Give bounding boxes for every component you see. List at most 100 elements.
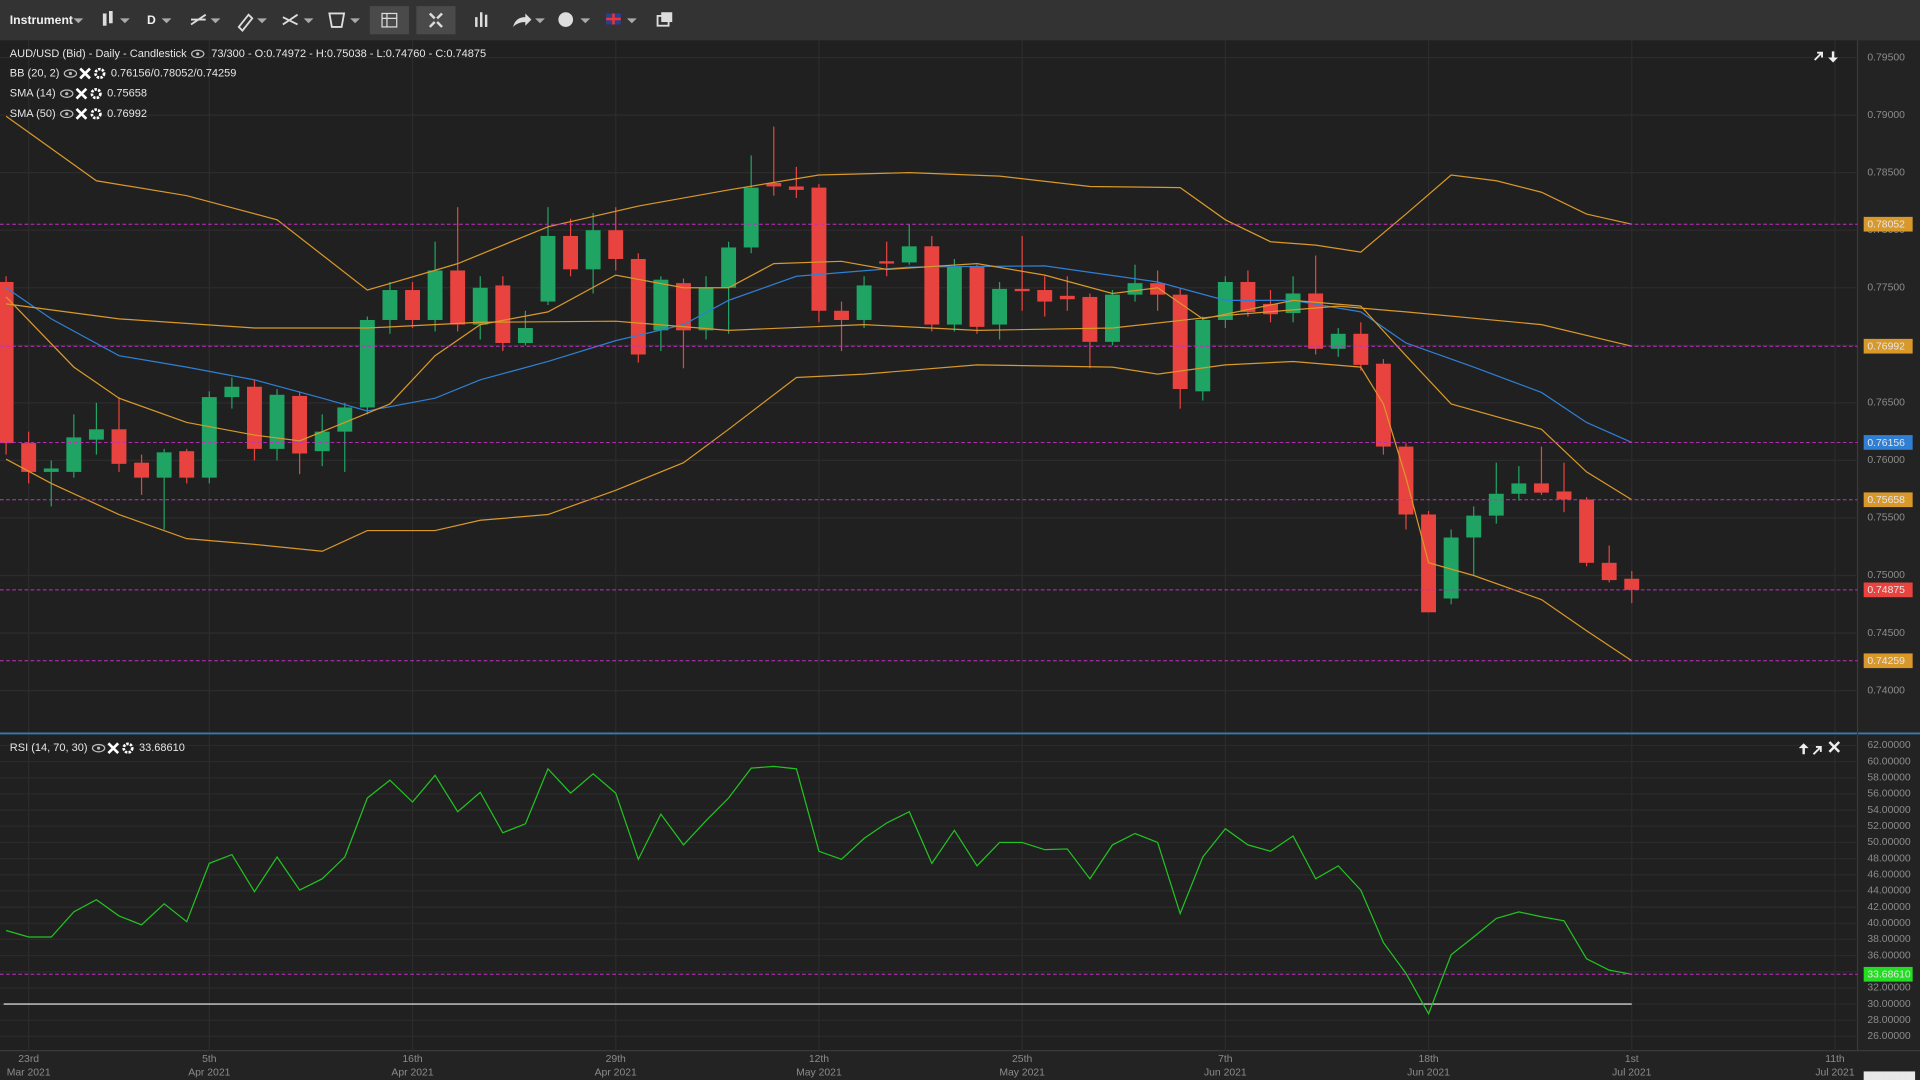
- x-tick-label: 16th: [402, 1054, 422, 1065]
- candle-body: [1488, 493, 1504, 516]
- eye-icon[interactable]: [60, 109, 74, 119]
- y-tick-label: 42.00000: [1867, 902, 1911, 913]
- y-tick-label: 26.00000: [1867, 1031, 1911, 1042]
- delete-tool[interactable]: [328, 12, 360, 28]
- remove-icon[interactable]: [79, 67, 91, 80]
- price-tag: [1863, 435, 1913, 450]
- candle-body: [946, 267, 962, 325]
- candle-body: [1150, 283, 1166, 295]
- y-tick-label: 36.00000: [1867, 950, 1911, 961]
- eye-icon[interactable]: [63, 69, 78, 78]
- indicator-value: 0.76156/0.78052/0.74259: [111, 67, 237, 79]
- price-tag: [1863, 582, 1913, 598]
- eye-icon[interactable]: [190, 49, 205, 59]
- candle-body: [879, 261, 895, 264]
- rsi-pane-controls[interactable]: [1798, 741, 1841, 755]
- instrument-menu[interactable]: Instrument: [10, 13, 73, 27]
- indicator-line: [5, 115, 1632, 291]
- y-tick-label: 62.00000: [1867, 740, 1911, 751]
- x-tick-label: 12th: [809, 1054, 829, 1065]
- candle-body: [766, 183, 782, 187]
- candle-body: [1511, 483, 1527, 494]
- rsi-pane: [0, 734, 1858, 1051]
- settings-icon[interactable]: [90, 108, 102, 120]
- settings-icon[interactable]: [90, 88, 102, 100]
- candle-body: [1601, 562, 1617, 581]
- draw-tool[interactable]: [237, 13, 267, 32]
- rsi-title[interactable]: RSI (14, 70, 30): [10, 742, 88, 754]
- price-tag: [1863, 492, 1913, 508]
- settings-icon[interactable]: [94, 67, 106, 80]
- language-button[interactable]: [606, 13, 637, 25]
- candle-body: [1037, 290, 1053, 302]
- price-tag-label: 0.78052: [1867, 220, 1905, 231]
- price-tag-label: 0.76156: [1867, 438, 1905, 449]
- dropdown-arrow[interactable]: [161, 18, 172, 24]
- x-tick-label: Apr 2021: [391, 1067, 433, 1078]
- period-menu[interactable]: D: [147, 13, 156, 27]
- share-button[interactable]: [513, 13, 545, 27]
- eye-icon[interactable]: [91, 743, 106, 753]
- pane-controls[interactable]: [1814, 51, 1838, 63]
- indicator-line: [5, 265, 1633, 443]
- cursor-tag: [1863, 1071, 1916, 1080]
- eye-pupil: [68, 71, 73, 76]
- theme-button[interactable]: [558, 12, 591, 27]
- remove-icon[interactable]: [107, 742, 120, 755]
- dropdown-arrow[interactable]: [73, 18, 84, 24]
- indicators-button[interactable]: [475, 12, 488, 27]
- price-tag-label: 0.76992: [1867, 342, 1905, 353]
- x-tick-label: Apr 2021: [595, 1067, 637, 1078]
- candle-body: [585, 230, 601, 270]
- y-tick-label: 0.76500: [1867, 398, 1905, 409]
- layout-button[interactable]: [369, 6, 409, 35]
- price-tag-label: 0.75658: [1867, 495, 1905, 506]
- y-tick-label: 0.75000: [1867, 570, 1905, 581]
- settings-icon[interactable]: [122, 742, 134, 754]
- candle-body: [472, 287, 488, 325]
- candle-body: [427, 270, 443, 320]
- window-button[interactable]: [656, 12, 673, 27]
- y-tick-label: 60.00000: [1867, 756, 1911, 767]
- y-tick-label: 40.00000: [1867, 918, 1911, 929]
- x-tick-label: 29th: [606, 1054, 626, 1065]
- fib-tool[interactable]: [282, 13, 314, 26]
- candle-body: [788, 186, 804, 190]
- indicator-name[interactable]: BB (20, 2): [10, 67, 60, 79]
- candle-body: [1105, 294, 1120, 342]
- rsi-value: 33.68610: [139, 742, 185, 754]
- candle-body: [1443, 537, 1459, 599]
- line-tool[interactable]: [190, 13, 221, 26]
- y-tick-label: 0.74000: [1867, 685, 1905, 696]
- candle-body: [21, 443, 37, 472]
- candle-body: [630, 258, 646, 355]
- indicator-name[interactable]: SMA (14): [10, 88, 56, 100]
- toolbar-bg: [0, 0, 1920, 41]
- fullscreen-button[interactable]: [416, 6, 456, 35]
- remove-icon[interactable]: [75, 108, 88, 120]
- candle-body: [269, 394, 285, 449]
- candle-body: [811, 187, 827, 311]
- candle-body: [247, 386, 262, 449]
- candle-body: [924, 246, 940, 325]
- candle-body: [1014, 288, 1030, 292]
- candle-body: [1172, 294, 1188, 390]
- candle-body: [201, 397, 217, 478]
- eye-icon[interactable]: [60, 89, 74, 98]
- y-tick-label: 44.00000: [1867, 886, 1911, 897]
- candle-body: [450, 270, 466, 325]
- candle-body: [66, 437, 82, 472]
- indicator-name[interactable]: SMA (50): [10, 108, 56, 120]
- candle-body: [676, 283, 691, 331]
- candle-body: [1127, 283, 1143, 295]
- chart-type-button[interactable]: [102, 11, 130, 26]
- price-pane: [0, 40, 1858, 733]
- cursor-tag-label: 20.93482: [1867, 1073, 1908, 1080]
- candle-body: [1466, 515, 1482, 538]
- x-tick-label: Jun 2021: [1204, 1067, 1247, 1078]
- chart-subtitle: 73/300 - O:0.74972 - H:0.75038 - L:0.747…: [211, 48, 486, 60]
- remove-icon[interactable]: [75, 87, 88, 100]
- y-tick-label: 0.77500: [1867, 282, 1905, 293]
- y-tick-label: 0.74500: [1867, 628, 1905, 639]
